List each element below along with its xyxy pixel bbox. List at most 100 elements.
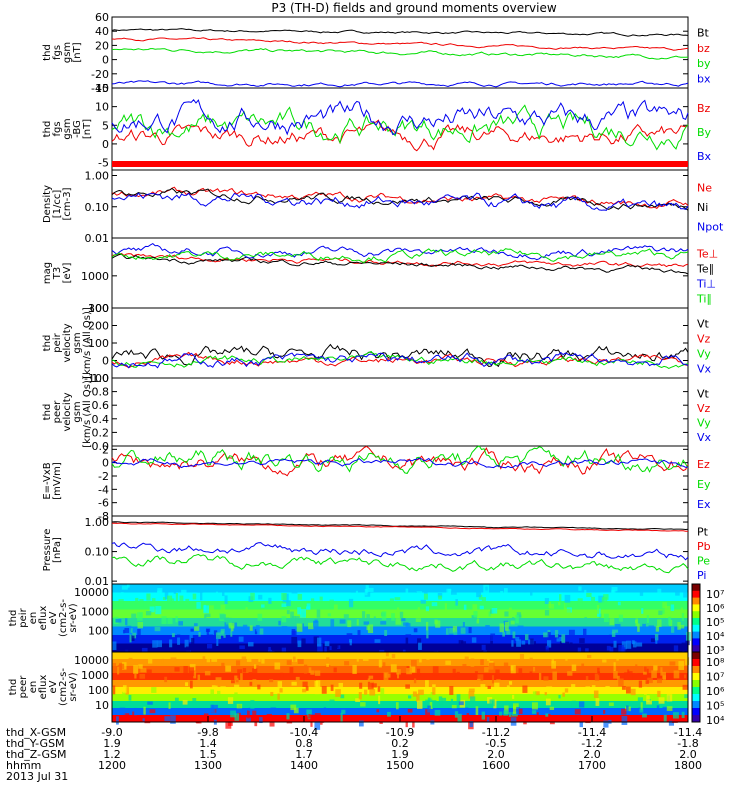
y-tick-label: 300	[88, 302, 109, 315]
heatmap-cell	[239, 645, 245, 649]
heatmap-band	[112, 659, 688, 667]
heatmap-cell	[394, 597, 401, 601]
heatmap-cell	[291, 629, 296, 638]
heatmap-cell	[637, 697, 643, 703]
heatmap-cell	[596, 604, 600, 614]
heatmap-cell	[258, 594, 263, 600]
series-black-line	[111, 253, 689, 275]
heatmap-cell	[518, 708, 523, 715]
heatmap-band	[112, 626, 688, 636]
heatmap-cell	[127, 584, 130, 588]
colorbar-segment	[692, 638, 700, 646]
heatmap-cell	[636, 642, 643, 647]
series-green-line	[111, 445, 689, 474]
heatmap-cell	[474, 671, 478, 678]
heatmap-cell	[630, 688, 636, 696]
heatmap-cell	[651, 670, 657, 678]
series-green-line	[111, 104, 689, 151]
heatmap-cell	[621, 686, 626, 690]
colorbar-segment	[692, 645, 700, 653]
heatmap-cell	[347, 620, 352, 628]
heatmap-cell	[564, 594, 571, 603]
heatmap-cell	[356, 656, 359, 662]
heatmap-cell	[546, 686, 553, 691]
x-row-label: thd_Y-GSM	[6, 737, 65, 750]
y-tick-label: 0	[102, 457, 109, 470]
heatmap-cell	[281, 616, 287, 623]
heatmap-cell	[423, 590, 428, 594]
heatmap-cell	[377, 686, 381, 692]
heatmap-cell	[295, 616, 300, 622]
heatmap-cell	[485, 586, 488, 591]
heatmap-cell	[664, 605, 671, 613]
y-axis-label: T3	[52, 267, 63, 280]
colorbar-segment	[692, 611, 700, 619]
heatmap-cell	[246, 653, 252, 662]
y-axis-label: [km/s (All Qs)]	[82, 376, 93, 448]
heatmap-cell	[364, 588, 371, 597]
x-row-value: 1700	[578, 759, 606, 772]
heatmap-cell	[432, 687, 436, 695]
colorbar-segment	[692, 631, 700, 639]
heatmap-cell	[488, 662, 495, 671]
heatmap-cell	[183, 666, 188, 675]
heatmap-cell	[532, 666, 536, 672]
heatmap-cell	[407, 708, 413, 713]
y-axis-label: fgs	[52, 45, 63, 60]
heatmap-cell	[185, 682, 189, 687]
colorbar-segment	[692, 659, 700, 667]
heatmap-cell	[462, 622, 465, 628]
heatmap-cell	[170, 715, 176, 724]
heatmap-cell	[571, 684, 576, 693]
heatmap-cell	[343, 614, 349, 621]
heatmap-cell	[215, 632, 221, 640]
y-axis-label: peer	[52, 400, 63, 424]
heatmap-cell	[602, 645, 606, 653]
series-red-line	[111, 119, 689, 152]
y-axis-label: fgs	[52, 121, 63, 136]
heatmap-cell	[503, 662, 509, 671]
heatmap-cell	[375, 672, 381, 677]
heatmap-cell	[193, 671, 197, 679]
legend-label: By	[697, 126, 712, 139]
heatmap-cell	[608, 702, 614, 706]
heatmap-cell	[234, 675, 239, 680]
colorbar-segment	[692, 652, 700, 660]
heatmap-cell	[240, 673, 243, 682]
heatmap-cell	[150, 654, 156, 658]
heatmap-cell	[663, 617, 666, 626]
heatmap-cell	[415, 588, 421, 593]
heatmap-cell	[118, 599, 124, 608]
heatmap-cell	[621, 716, 628, 725]
heatmap-cell	[254, 629, 258, 635]
heatmap-cell	[210, 689, 215, 696]
colorbar-frame	[691, 651, 701, 723]
heatmap-cell	[545, 698, 551, 706]
heatmap-cell	[502, 632, 505, 637]
heatmap-cell	[321, 715, 325, 723]
x-row-value: 0.2	[391, 737, 409, 750]
x-row-value: 1200	[98, 759, 126, 772]
heatmap-cell	[124, 628, 130, 634]
heatmap-cell	[412, 718, 415, 728]
heatmap-cell	[259, 717, 263, 724]
heatmap-cell	[408, 695, 412, 699]
heatmap-cell	[669, 661, 676, 666]
heatmap-cell	[643, 686, 647, 695]
series-green-line	[111, 553, 689, 574]
heatmap-cell	[321, 686, 327, 694]
heatmap-cell	[310, 598, 315, 607]
heatmap-cell	[326, 657, 330, 663]
heatmap-cell	[656, 705, 660, 714]
heatmap-cell	[523, 720, 527, 725]
heatmap-cell	[242, 667, 247, 673]
heatmap-cell	[652, 653, 656, 659]
heatmap-cell	[306, 709, 312, 715]
heatmap-cell	[215, 591, 219, 597]
heatmap-cell	[169, 639, 173, 648]
heatmap-cell	[457, 713, 462, 723]
heatmap-cell	[253, 664, 257, 669]
heatmap-cell	[597, 667, 600, 674]
heatmap-cell	[418, 689, 424, 696]
y-tick-label: 100	[88, 337, 109, 350]
